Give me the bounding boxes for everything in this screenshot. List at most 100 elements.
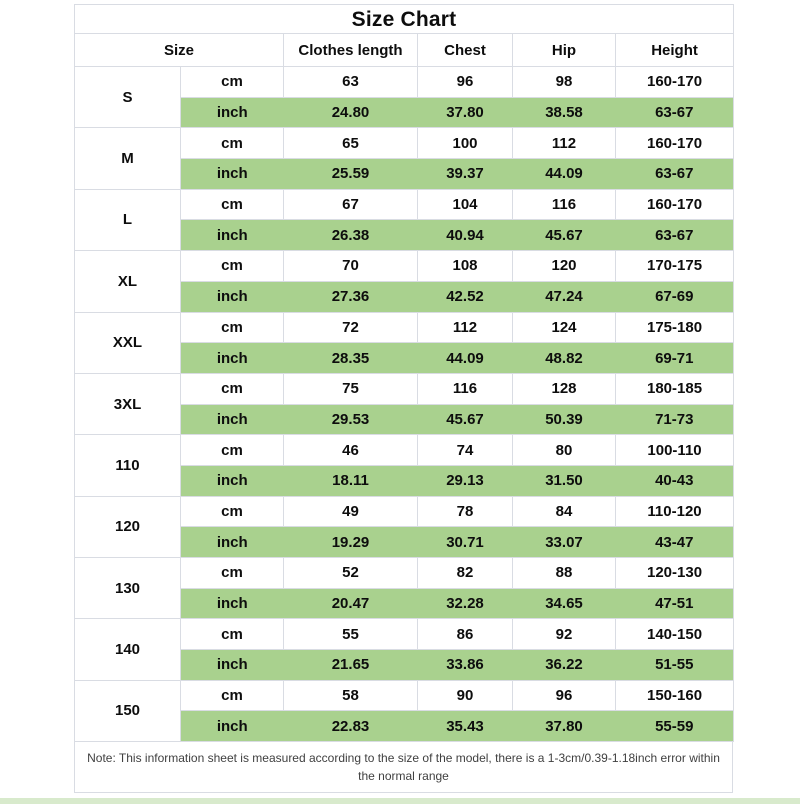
size-chart-table: Size Chart Size Clothes length Chest Hip…: [73, 4, 735, 743]
size-row-inch: inch 24.80 37.80 38.58 63-67: [75, 96, 734, 129]
cell-chest-inch: 44.09: [417, 342, 513, 374]
cell-height-inch: 71-73: [615, 403, 734, 436]
size-row-inch: inch 25.59 39.37 44.09 63-67: [75, 158, 734, 190]
unit-label-cm: cm: [180, 618, 284, 651]
cell-clothes-length-inch: 22.83: [283, 710, 418, 743]
unit-label-cm: cm: [180, 250, 284, 282]
title-row: Size Chart: [73, 4, 735, 34]
cell-hip-cm: 128: [512, 372, 616, 405]
cell-clothes-length-inch: 24.80: [283, 96, 418, 129]
cell-hip-cm: 98: [512, 66, 616, 98]
cell-chest-inch: 39.37: [417, 158, 513, 190]
cell-clothes-length-cm: 58: [283, 679, 418, 712]
cell-chest-cm: 86: [417, 618, 513, 651]
unit-label-cm: cm: [180, 66, 284, 98]
unit-label-cm: cm: [180, 311, 284, 344]
size-row-inch: inch 27.36 42.52 47.24 67-69: [75, 280, 734, 313]
size-label: 140: [74, 618, 181, 681]
cell-clothes-length-cm: 55: [283, 618, 418, 651]
size-row-inch: inch 22.83 35.43 37.80 55-59: [75, 710, 734, 743]
cell-hip-inch: 48.82: [512, 342, 616, 374]
cell-clothes-length-cm: 72: [283, 311, 418, 344]
cell-chest-cm: 100: [417, 127, 513, 160]
size-label: XL: [74, 250, 181, 313]
size-row-cm: 130 cm 52 82 88 120-130: [74, 556, 735, 620]
cell-hip-cm: 80: [512, 434, 616, 466]
cell-chest-cm: 82: [417, 557, 513, 589]
cell-chest-cm: 90: [417, 679, 513, 712]
size-label: 130: [74, 556, 181, 620]
col-header-clothes-length: Clothes length: [283, 33, 418, 67]
cell-chest-inch: 37.80: [417, 96, 513, 129]
unit-label-inch: inch: [180, 280, 284, 313]
unit-label-inch: inch: [180, 96, 284, 129]
size-row-inch: inch 20.47 32.28 34.65 47-51: [75, 587, 734, 620]
unit-label-inch: inch: [180, 464, 284, 497]
cell-height-cm: 160-170: [614, 188, 735, 221]
cell-height-inch: 43-47: [615, 526, 734, 558]
size-row-cm: L cm 67 104 116 160-170: [74, 188, 735, 252]
cell-chest-cm: 112: [417, 311, 513, 344]
cell-hip-cm: 124: [512, 311, 616, 344]
unit-label-cm: cm: [180, 434, 284, 466]
cell-height-inch: 40-43: [615, 464, 734, 497]
unit-label-inch: inch: [180, 649, 284, 681]
size-label: 110: [74, 434, 181, 497]
size-row-cm: XL cm 70 108 120 170-175: [74, 250, 735, 313]
cell-clothes-length-cm: 70: [283, 250, 418, 282]
cell-chest-cm: 104: [417, 188, 513, 221]
cell-hip-inch: 36.22: [512, 649, 616, 681]
unit-label-inch: inch: [180, 526, 284, 558]
cell-clothes-length-cm: 63: [283, 66, 418, 98]
cell-height-inch: 63-67: [615, 96, 734, 129]
unit-label-cm: cm: [180, 557, 284, 589]
unit-label-cm: cm: [180, 495, 284, 528]
cell-clothes-length-inch: 27.36: [283, 280, 418, 313]
unit-label-cm: cm: [180, 679, 284, 712]
unit-label-inch: inch: [180, 710, 284, 743]
cell-height-inch: 63-67: [615, 158, 734, 190]
unit-label-inch: inch: [180, 219, 284, 252]
cell-hip-cm: 96: [512, 679, 616, 712]
cell-hip-inch: 50.39: [512, 403, 616, 436]
cell-clothes-length-inch: 20.47: [283, 587, 418, 620]
cell-height-inch: 51-55: [615, 649, 734, 681]
cell-clothes-length-inch: 29.53: [283, 403, 418, 436]
unit-label-inch: inch: [180, 587, 284, 620]
unit-label-cm: cm: [180, 127, 284, 160]
cell-clothes-length-cm: 52: [283, 557, 418, 589]
cell-clothes-length-cm: 75: [283, 372, 418, 405]
size-row-inch: inch 28.35 44.09 48.82 69-71: [75, 342, 734, 374]
size-row-inch: inch 26.38 40.94 45.67 63-67: [75, 219, 734, 252]
size-row-cm: 110 cm 46 74 80 100-110: [74, 434, 735, 497]
cell-hip-inch: 38.58: [512, 96, 616, 129]
cell-chest-cm: 96: [417, 66, 513, 98]
cell-clothes-length-inch: 28.35: [283, 342, 418, 374]
cell-hip-cm: 116: [512, 188, 616, 221]
size-label: M: [74, 127, 181, 190]
cell-chest-inch: 32.28: [417, 587, 513, 620]
cell-height-cm: 150-160: [614, 679, 735, 712]
cell-chest-inch: 35.43: [417, 710, 513, 743]
cell-height-cm: 170-175: [614, 250, 735, 282]
cell-hip-cm: 112: [512, 127, 616, 160]
size-row-cm: 3XL cm 75 116 128 180-185: [74, 372, 735, 436]
cell-clothes-length-cm: 67: [283, 188, 418, 221]
cell-height-cm: 110-120: [614, 495, 735, 528]
cell-height-cm: 180-185: [614, 372, 735, 405]
cell-clothes-length-inch: 21.65: [283, 649, 418, 681]
size-row-inch: inch 18.11 29.13 31.50 40-43: [75, 464, 734, 497]
cell-chest-inch: 30.71: [417, 526, 513, 558]
size-label: L: [74, 188, 181, 252]
cell-chest-cm: 74: [417, 434, 513, 466]
size-chart-sheet: Size Chart Size Clothes length Chest Hip…: [73, 4, 735, 794]
size-label: XXL: [74, 311, 181, 374]
size-label: 150: [74, 679, 181, 743]
cell-hip-inch: 34.65: [512, 587, 616, 620]
cell-clothes-length-cm: 65: [283, 127, 418, 160]
size-row-cm: 140 cm 55 86 92 140-150: [74, 618, 735, 681]
size-row-cm: S cm 63 96 98 160-170: [74, 65, 735, 129]
size-row-inch: inch 29.53 45.67 50.39 71-73: [75, 403, 734, 436]
cell-chest-inch: 45.67: [417, 403, 513, 436]
cell-hip-inch: 31.50: [512, 464, 616, 497]
